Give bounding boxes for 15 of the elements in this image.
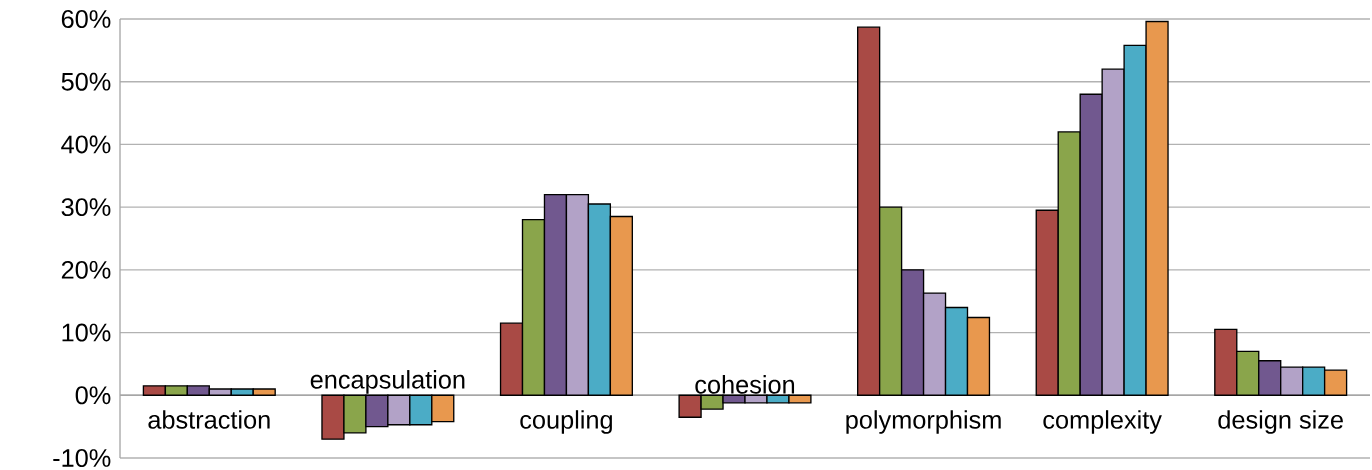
x-tick-label: abstraction	[148, 410, 270, 429]
x-tick-label: cohesion	[695, 375, 795, 394]
x-tick-label: polymorphism	[846, 410, 1001, 434]
y-tick-label: 10%	[62, 323, 111, 342]
y-tick-label: 60%	[61, 10, 111, 28]
y-tick-label: 40%	[61, 135, 111, 154]
y-tick-label: 50%	[61, 72, 111, 91]
x-tick-label: design size	[1218, 410, 1343, 434]
y-tick-label: 30%	[61, 198, 111, 217]
x-tick-label: encapsulation	[310, 370, 465, 394]
y-tick-label: 0%	[75, 386, 111, 405]
x-tick-label: complexity	[1043, 410, 1162, 434]
x-tick-label: coupling	[520, 410, 612, 434]
y-tick-label: 20%	[61, 260, 111, 279]
y-tick-label: -10%	[53, 449, 111, 467]
